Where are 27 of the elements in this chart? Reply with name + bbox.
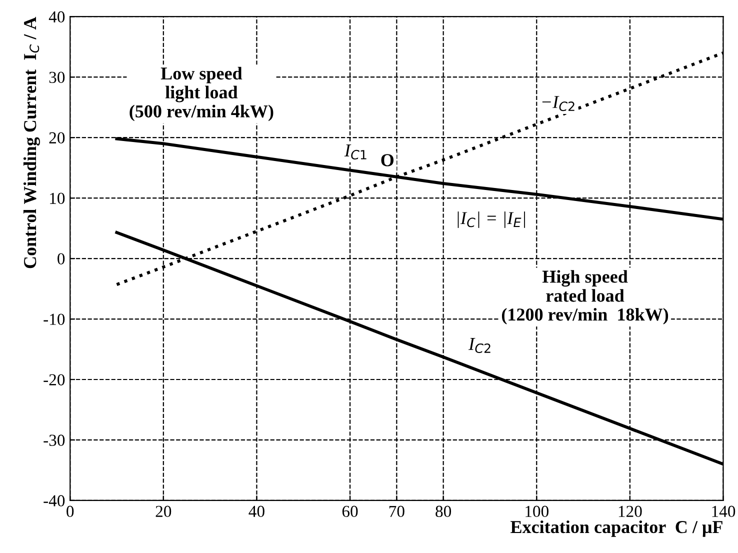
annotation: O <box>381 154 394 166</box>
annotation: −I$_{C2}$ <box>542 96 574 112</box>
y-tick-label: 0 <box>58 253 65 264</box>
y-tick-label: -10 <box>44 314 65 325</box>
x-tick-label: 120 <box>618 506 642 518</box>
y-tick-label: 10 <box>50 192 65 204</box>
x-tick-label: 40 <box>248 506 264 518</box>
annotation: |I$_{C}$| = |I$_{E}$| <box>458 212 525 228</box>
y-tick-label: -40 <box>44 495 65 506</box>
x-tick-label: 20 <box>156 506 172 518</box>
y-tick-label: -30 <box>44 434 65 446</box>
x-tick-label: 70 <box>389 506 404 518</box>
y-tick-label: 40 <box>48 11 65 23</box>
y-axis-title: Control Winding Current I$_{C}$ / A <box>23 16 40 268</box>
x-tick-label: 140 <box>712 506 736 518</box>
x-tick-label: 0 <box>66 506 74 518</box>
annotation: I$_{C2}$ <box>468 338 490 354</box>
y-tick-label: 20 <box>49 132 65 144</box>
x-axis-title: Excitation capacitor C / μF <box>510 520 722 537</box>
x-tick-label: 60 <box>342 506 358 518</box>
y-tick-label: 30 <box>49 72 65 84</box>
annotation: I$_{C1}$ <box>344 144 366 160</box>
x-tick-label: 80 <box>436 506 452 518</box>
x-tick-label: 100 <box>526 506 548 518</box>
annotation: Low speed light load (500 rev/min 4kW) <box>130 66 274 122</box>
annotation: High speed rated load (1200 rev/min 18kW) <box>502 270 668 324</box>
y-tick-label: -20 <box>44 374 65 386</box>
